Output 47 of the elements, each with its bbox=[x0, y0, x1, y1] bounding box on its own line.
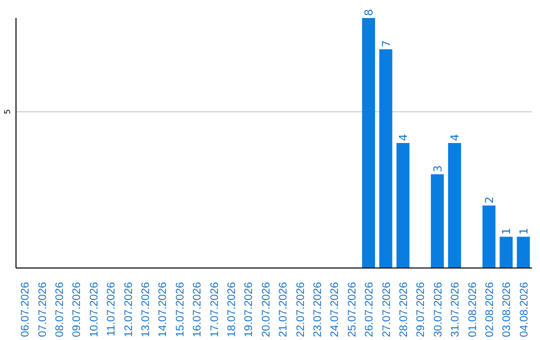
x-tick-label: 28.07.2026 bbox=[398, 282, 410, 338]
x-tick-label: 07.07.2026 bbox=[36, 282, 49, 338]
x-tick-label: 23.07.2026 bbox=[312, 282, 324, 338]
x-tick-label: 22.07.2026 bbox=[294, 282, 307, 338]
data-label: 4 bbox=[448, 134, 462, 141]
x-tick-label: 15.07.2026 bbox=[174, 282, 186, 338]
bar bbox=[379, 49, 392, 268]
x-tick-label: 25.07.2026 bbox=[346, 282, 358, 338]
data-label: 1 bbox=[517, 228, 530, 235]
bar bbox=[500, 236, 513, 268]
bar bbox=[430, 174, 444, 268]
x-tick-label: 21.07.2026 bbox=[278, 282, 290, 338]
x-tick-label: 13.07.2026 bbox=[140, 282, 152, 338]
x-tick-label: 24.07.2026 bbox=[329, 282, 342, 338]
x-tick-label: 31.07.2026 bbox=[450, 282, 462, 338]
bar bbox=[516, 236, 530, 268]
bar bbox=[396, 143, 410, 268]
data-label: 8 bbox=[362, 9, 376, 16]
x-tick-label: 29.07.2026 bbox=[415, 282, 428, 338]
data-label: 7 bbox=[380, 40, 393, 48]
x-tick-label: 03.08.2026 bbox=[501, 282, 514, 338]
x-tick-label: 19.07.2026 bbox=[243, 282, 256, 338]
x-tick-label: 12.07.2026 bbox=[122, 282, 135, 338]
data-label: 4 bbox=[396, 134, 410, 141]
x-tick-label: 20.07.2026 bbox=[260, 282, 272, 338]
x-tick-label: 04.08.2026 bbox=[518, 282, 530, 338]
data-label: 1 bbox=[500, 228, 514, 235]
x-tick-label: 06.07.2026 bbox=[20, 282, 32, 338]
x-tick-label: 14.07.2026 bbox=[157, 282, 170, 338]
x-tick-label: 26.07.2026 bbox=[364, 282, 376, 338]
x-tick-label: 02.08.2026 bbox=[484, 282, 496, 338]
data-label: 2 bbox=[482, 196, 496, 204]
x-tick-label: 10.07.2026 bbox=[88, 282, 100, 338]
bar bbox=[362, 18, 376, 268]
bar bbox=[482, 206, 496, 268]
x-tick-label: 27.07.2026 bbox=[380, 282, 393, 338]
y-tick-label: 5 bbox=[3, 109, 12, 114]
x-tick-label: 01.08.2026 bbox=[466, 282, 479, 338]
x-tick-label: 08.07.2026 bbox=[54, 282, 66, 338]
x-tick-label: 18.07.2026 bbox=[226, 282, 238, 338]
x-tick-label: 09.07.2026 bbox=[71, 282, 84, 338]
x-tick-label: 30.07.2026 bbox=[432, 282, 444, 338]
data-label: 3 bbox=[431, 165, 444, 172]
bar bbox=[448, 143, 462, 268]
x-tick-label: 16.07.2026 bbox=[192, 282, 204, 338]
x-tick-label: 11.07.2026 bbox=[106, 282, 118, 336]
x-tick-label: 17.07.2026 bbox=[208, 282, 221, 338]
